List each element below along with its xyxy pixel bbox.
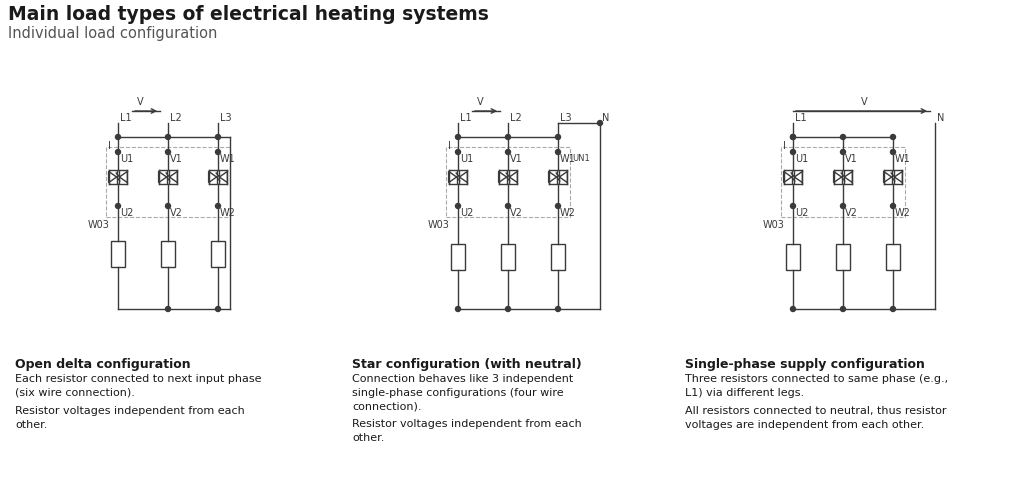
- Circle shape: [215, 204, 220, 209]
- Circle shape: [791, 150, 796, 155]
- Circle shape: [791, 135, 796, 140]
- Text: Individual load configuration: Individual load configuration: [8, 26, 217, 41]
- Circle shape: [166, 135, 171, 140]
- Text: L2: L2: [170, 113, 181, 123]
- Bar: [106, 148, 230, 217]
- Text: V2: V2: [170, 208, 183, 217]
- Circle shape: [506, 135, 511, 140]
- Text: L3: L3: [560, 113, 571, 123]
- Circle shape: [791, 204, 796, 209]
- Circle shape: [891, 204, 896, 209]
- Text: Resistor voltages independent from each
other.: Resistor voltages independent from each …: [15, 405, 245, 429]
- Text: W2: W2: [895, 208, 911, 217]
- Text: U1: U1: [795, 154, 808, 164]
- Bar: [211, 242, 225, 268]
- Text: Open delta configuration: Open delta configuration: [15, 357, 190, 370]
- Text: I: I: [449, 141, 451, 151]
- Bar: [446, 148, 570, 217]
- Text: W03: W03: [763, 220, 784, 229]
- Circle shape: [891, 150, 896, 155]
- Text: V: V: [477, 97, 483, 107]
- Bar: [451, 244, 465, 271]
- Circle shape: [116, 135, 121, 140]
- Circle shape: [456, 150, 461, 155]
- Circle shape: [555, 135, 560, 140]
- Circle shape: [215, 307, 220, 312]
- Text: W1: W1: [560, 154, 575, 164]
- Circle shape: [215, 135, 220, 140]
- Circle shape: [506, 307, 511, 312]
- Bar: [501, 244, 515, 271]
- Circle shape: [116, 204, 121, 209]
- Text: Star configuration (with neutral): Star configuration (with neutral): [352, 357, 582, 370]
- Circle shape: [841, 204, 846, 209]
- Text: All resistors connected to neutral, thus resistor
voltages are independent from : All resistors connected to neutral, thus…: [685, 405, 946, 429]
- Bar: [111, 242, 125, 268]
- Circle shape: [791, 307, 796, 312]
- Text: V1: V1: [170, 154, 182, 164]
- Text: L1: L1: [795, 113, 807, 123]
- Bar: [786, 244, 800, 271]
- Bar: [836, 244, 850, 271]
- Circle shape: [506, 204, 511, 209]
- Text: W03: W03: [428, 220, 450, 229]
- Text: N: N: [937, 113, 944, 123]
- Text: W03: W03: [88, 220, 110, 229]
- Text: Three resistors connected to same phase (e.g.,
L1) via different legs.: Three resistors connected to same phase …: [685, 373, 948, 397]
- Circle shape: [215, 150, 220, 155]
- Text: Connection behaves like 3 independent
single-phase configurations (four wire
con: Connection behaves like 3 independent si…: [352, 373, 573, 410]
- Text: Resistor voltages independent from each
other.: Resistor voltages independent from each …: [352, 419, 582, 442]
- Bar: [161, 242, 175, 268]
- Circle shape: [456, 307, 461, 312]
- Text: W2: W2: [220, 208, 236, 217]
- Text: V2: V2: [510, 208, 523, 217]
- Circle shape: [166, 307, 171, 312]
- Text: I: I: [108, 141, 111, 151]
- Circle shape: [555, 204, 560, 209]
- Text: I: I: [783, 141, 785, 151]
- Circle shape: [456, 204, 461, 209]
- Text: U1: U1: [460, 154, 473, 164]
- Text: L2: L2: [510, 113, 522, 123]
- Circle shape: [597, 121, 602, 126]
- Circle shape: [166, 150, 171, 155]
- Text: L3: L3: [220, 113, 231, 123]
- Text: U2: U2: [120, 208, 133, 217]
- Text: V1: V1: [845, 154, 858, 164]
- Text: W1: W1: [895, 154, 910, 164]
- Circle shape: [841, 150, 846, 155]
- Text: U1: U1: [120, 154, 133, 164]
- Bar: [781, 148, 905, 217]
- Circle shape: [841, 307, 846, 312]
- Text: N: N: [602, 113, 609, 123]
- Text: UN1: UN1: [572, 154, 590, 163]
- Circle shape: [891, 135, 896, 140]
- Text: Each resistor connected to next input phase
(six wire connection).: Each resistor connected to next input ph…: [15, 373, 261, 397]
- Circle shape: [116, 150, 121, 155]
- Circle shape: [841, 135, 846, 140]
- Text: L1: L1: [460, 113, 472, 123]
- Circle shape: [791, 135, 796, 140]
- Text: Single-phase supply configuration: Single-phase supply configuration: [685, 357, 925, 370]
- Text: V2: V2: [845, 208, 858, 217]
- Text: W1: W1: [220, 154, 236, 164]
- Circle shape: [891, 307, 896, 312]
- Circle shape: [166, 204, 171, 209]
- Bar: [886, 244, 900, 271]
- Text: V1: V1: [510, 154, 522, 164]
- Text: U2: U2: [795, 208, 808, 217]
- Text: V: V: [861, 97, 867, 107]
- Circle shape: [456, 135, 461, 140]
- Circle shape: [506, 150, 511, 155]
- Bar: [551, 244, 565, 271]
- Text: L1: L1: [120, 113, 132, 123]
- Text: U2: U2: [460, 208, 473, 217]
- Circle shape: [555, 307, 560, 312]
- Text: W2: W2: [560, 208, 575, 217]
- Circle shape: [555, 150, 560, 155]
- Text: Main load types of electrical heating systems: Main load types of electrical heating sy…: [8, 5, 488, 24]
- Text: V: V: [136, 97, 143, 107]
